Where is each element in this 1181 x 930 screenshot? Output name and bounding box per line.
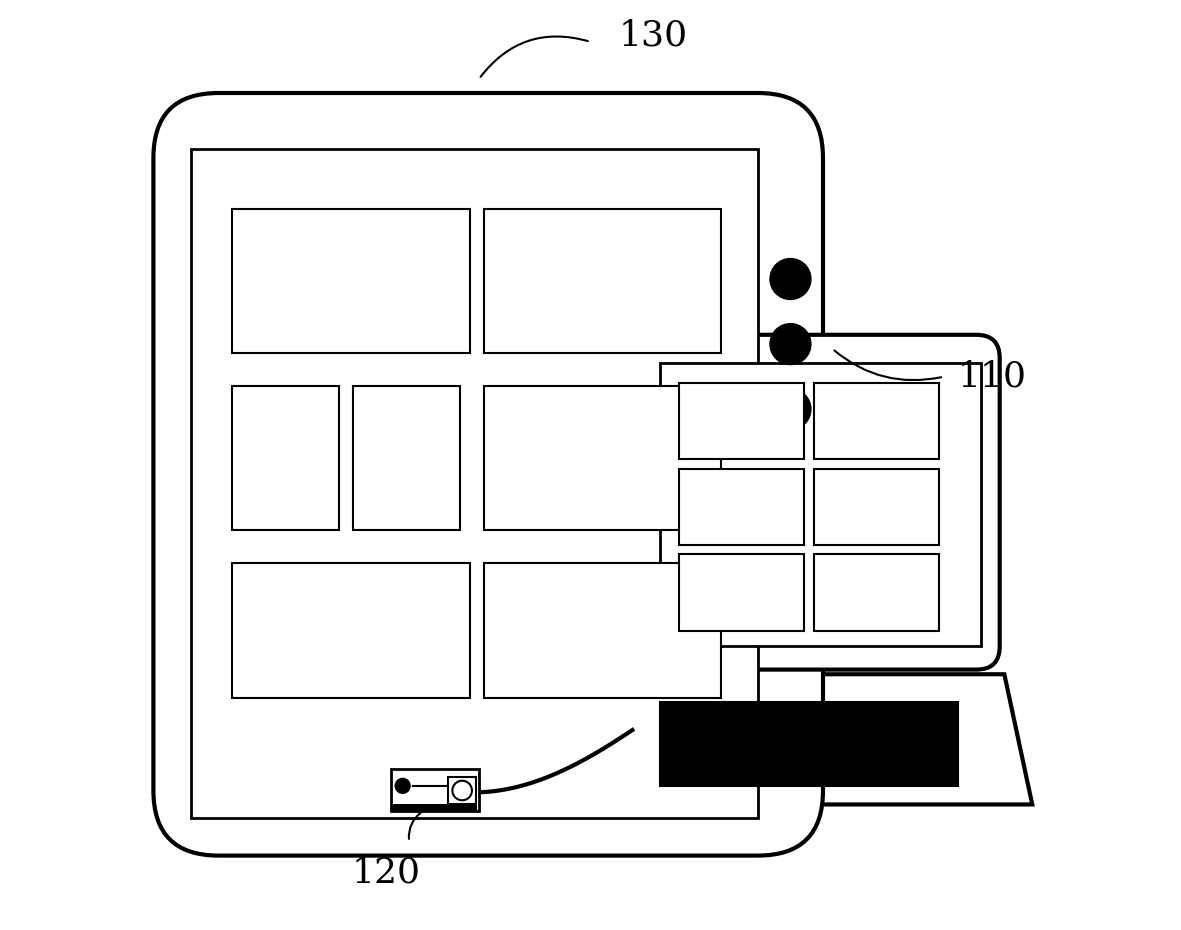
FancyBboxPatch shape bbox=[154, 93, 823, 856]
Bar bbox=[190, 149, 758, 818]
Bar bbox=[233, 563, 470, 698]
Bar bbox=[449, 777, 476, 804]
Circle shape bbox=[770, 389, 811, 430]
Bar bbox=[679, 469, 804, 545]
Bar bbox=[660, 363, 981, 646]
Text: 120: 120 bbox=[352, 856, 420, 889]
Text: 130: 130 bbox=[619, 19, 687, 52]
Bar bbox=[814, 469, 939, 545]
Bar bbox=[483, 563, 720, 698]
Circle shape bbox=[452, 781, 472, 800]
Polygon shape bbox=[605, 674, 1032, 804]
Bar bbox=[483, 209, 720, 353]
Bar bbox=[233, 386, 339, 530]
Circle shape bbox=[770, 259, 811, 299]
Bar bbox=[483, 386, 720, 530]
Circle shape bbox=[396, 778, 410, 793]
Bar bbox=[679, 383, 804, 459]
Bar bbox=[353, 386, 461, 530]
Text: 110: 110 bbox=[958, 360, 1026, 393]
Bar bbox=[660, 702, 958, 786]
Bar bbox=[391, 769, 479, 811]
Bar bbox=[233, 209, 470, 353]
Bar bbox=[392, 804, 477, 811]
Circle shape bbox=[770, 324, 811, 365]
FancyBboxPatch shape bbox=[646, 335, 999, 670]
Bar bbox=[679, 554, 804, 631]
Bar bbox=[814, 383, 939, 459]
Bar bbox=[814, 554, 939, 631]
